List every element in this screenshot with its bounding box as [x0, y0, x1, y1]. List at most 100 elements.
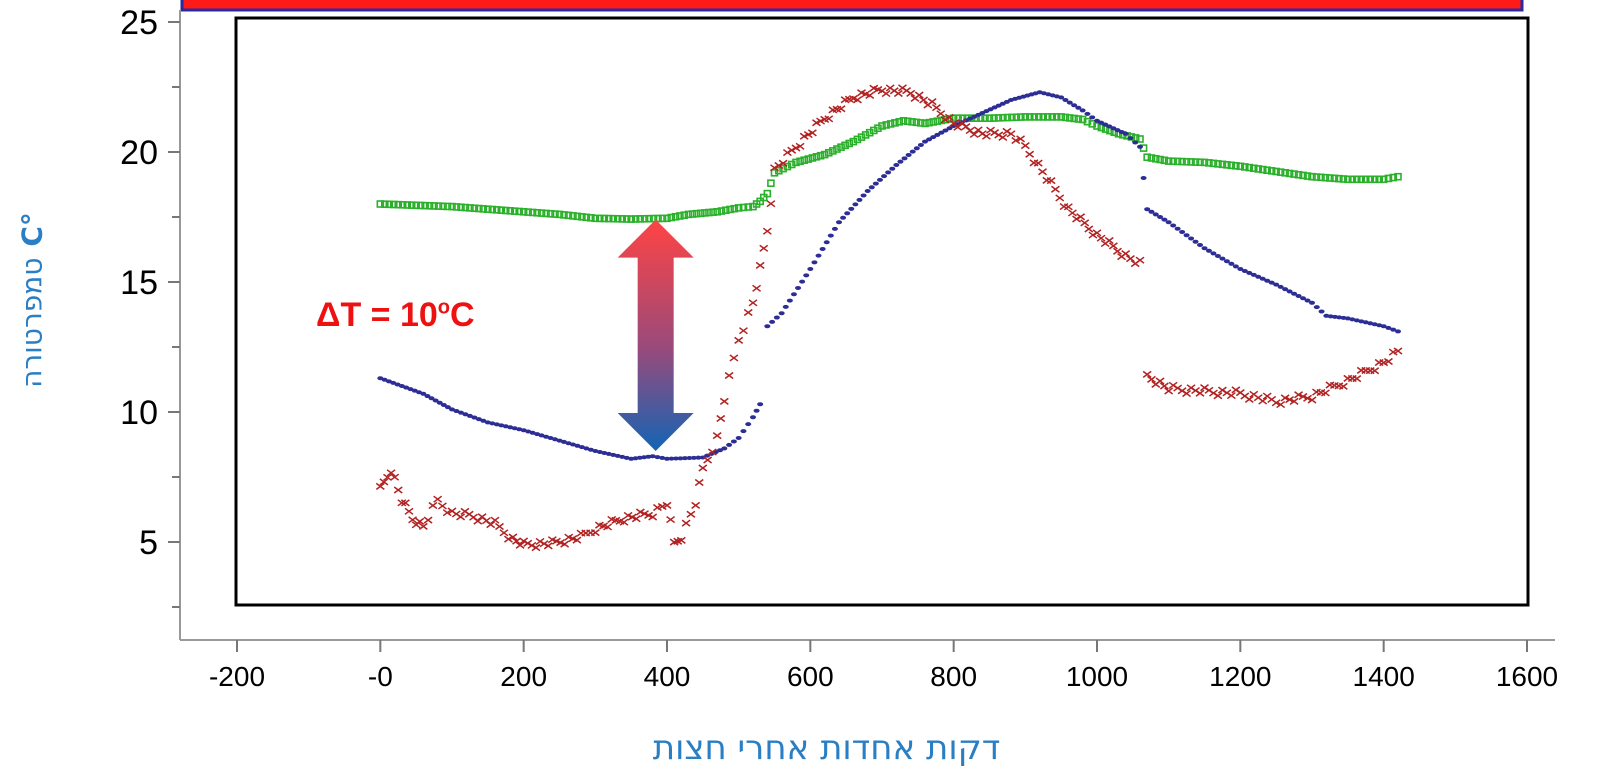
data-point: [1127, 136, 1134, 141]
data-point: [512, 537, 521, 545]
data-point: [1258, 165, 1267, 174]
data-point: [658, 214, 667, 223]
data-point: [671, 212, 680, 221]
data-point: [1135, 256, 1145, 264]
data-point: [394, 200, 403, 209]
data-point: [865, 91, 875, 99]
data-point: [613, 214, 622, 223]
data-point: [488, 205, 497, 214]
data-point: [564, 211, 573, 220]
data-point: [848, 206, 855, 211]
data-point: [515, 207, 523, 216]
data-point: [667, 213, 676, 222]
data-point: [1320, 389, 1330, 397]
data-point: [676, 536, 686, 544]
data-point: [799, 279, 806, 284]
data-point: [724, 371, 734, 380]
data-point: [815, 253, 822, 258]
data-point: [769, 319, 776, 324]
data-point: [537, 209, 546, 217]
y-tick-label: 25: [120, 4, 158, 42]
data-point: [787, 146, 797, 154]
data-point: [1038, 168, 1047, 176]
data-point: [1393, 347, 1403, 355]
x-tick-label: 600: [787, 661, 834, 692]
data-point: [876, 177, 883, 182]
data-point: [819, 246, 826, 251]
series-0: [376, 113, 1402, 223]
data-point: [1294, 391, 1304, 399]
data-point: [878, 122, 886, 130]
data-point: [499, 529, 509, 537]
data-point: [1052, 113, 1061, 121]
data-point: [852, 202, 859, 207]
delta-t-annotation: ΔT = 10oC: [316, 296, 475, 335]
data-point: [1280, 394, 1290, 402]
data-point: [1282, 287, 1289, 292]
data-point: [1321, 173, 1330, 182]
data-point: [1174, 226, 1181, 231]
data-point: [1155, 377, 1165, 385]
data-point: [734, 336, 744, 344]
data-point: [1030, 113, 1039, 121]
data-point: [555, 210, 564, 219]
data-point: [925, 118, 933, 127]
data-point: [1223, 161, 1231, 169]
data-point: [443, 202, 452, 211]
data-point: [390, 473, 400, 481]
data-point: [692, 209, 701, 218]
data-point: [397, 499, 407, 507]
data-point: [569, 212, 577, 220]
data-point: [383, 473, 392, 481]
data-point: [856, 197, 863, 202]
data-point: [385, 200, 394, 209]
data-point: [1164, 387, 1174, 395]
data-point: [1361, 175, 1370, 184]
data-point: [1191, 158, 1200, 166]
data-point: [1352, 175, 1361, 184]
data-point: [1144, 207, 1151, 212]
data-point: [739, 203, 748, 212]
data-point: [944, 113, 954, 121]
data-point: [672, 456, 679, 461]
data-point: [1289, 397, 1299, 405]
data-point: [823, 240, 830, 245]
data-point: [433, 495, 443, 503]
y-tick-label: 15: [120, 264, 158, 302]
data-point: [1218, 160, 1227, 169]
data-point: [466, 413, 473, 418]
data-point: [428, 396, 435, 401]
data-point: [1281, 169, 1289, 177]
data-point: [766, 200, 776, 208]
data-point: [790, 292, 797, 297]
data-point: [1241, 268, 1248, 273]
data-point: [795, 285, 802, 290]
data-point: [525, 429, 532, 434]
data-point: [903, 117, 912, 126]
data-point: [1011, 136, 1021, 145]
data-point: [408, 516, 418, 524]
data-point: [1065, 114, 1074, 122]
data-point: [1244, 395, 1254, 403]
data-point: [462, 412, 469, 417]
data-point: [1366, 175, 1375, 184]
data-point: [1214, 160, 1222, 168]
data-point: [1195, 389, 1205, 397]
data-point: [681, 519, 691, 527]
data-point: [542, 209, 550, 218]
data-point: [1254, 165, 1263, 173]
data-point: [662, 501, 672, 509]
data-point: [773, 315, 780, 320]
data-point: [1370, 367, 1380, 375]
data-point: [1084, 111, 1091, 116]
plot-frame: [234, 16, 1530, 607]
data-point: [750, 415, 756, 420]
data-point: [701, 209, 709, 217]
data-point: [824, 148, 833, 157]
data-point: [1223, 259, 1230, 264]
data-point: [681, 456, 688, 461]
data-point: [663, 214, 671, 223]
data-point: [914, 91, 924, 99]
data-point: [1046, 177, 1056, 185]
data-point: [1379, 175, 1388, 184]
